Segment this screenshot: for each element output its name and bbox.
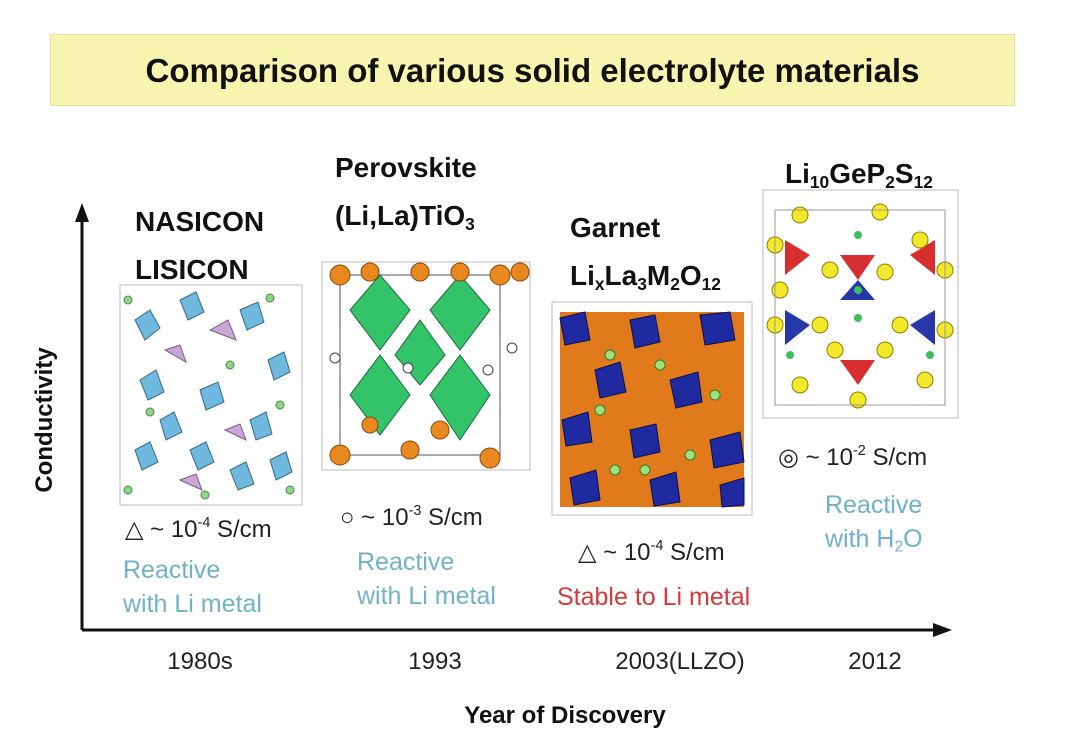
- text-segment: Li: [570, 260, 595, 291]
- text-segment: Li: [785, 158, 810, 189]
- text-segment: Reactive: [123, 556, 221, 584]
- nasicon-structure: [119, 284, 303, 506]
- conductivity: △ ~ 10-4 S/cm: [125, 515, 272, 544]
- text-segment: 12: [913, 172, 933, 193]
- text-segment: O: [679, 260, 702, 291]
- conductivity-base: ~ 10: [150, 516, 198, 544]
- year-label: 2003(LLZO): [615, 648, 745, 675]
- conductivity: ◎ ~ 10-2 S/cm: [778, 443, 927, 472]
- conductivity-symbol: ○: [340, 504, 355, 532]
- stability-note: Reactive with H2O: [825, 488, 923, 565]
- text-segment: LISICON: [135, 254, 249, 285]
- material-name: Perovskite (Li,La)TiO3: [335, 144, 477, 248]
- note-line: Stable to Li metal: [557, 580, 750, 614]
- conductivity-unit: S/cm: [670, 539, 725, 567]
- note-line: Reactive: [123, 553, 262, 587]
- conductivity-unit: S/cm: [872, 444, 928, 472]
- text-segment: S: [894, 158, 914, 189]
- text-segment: O: [903, 525, 923, 553]
- name-line: Perovskite: [335, 144, 477, 192]
- year-label: 2012: [848, 648, 902, 675]
- text-segment: 2: [894, 538, 904, 556]
- text-segment: 10: [809, 172, 830, 193]
- axes: [75, 203, 952, 637]
- conductivity-unit: S/cm: [428, 504, 483, 532]
- text-segment: 3: [637, 274, 647, 295]
- text-segment: 2: [885, 172, 895, 193]
- text-segment: Reactive: [825, 491, 923, 519]
- name-line: LISICON: [135, 246, 264, 294]
- conductivity-exponent: -3: [408, 503, 422, 519]
- name-line: Li10GeP2S12: [785, 150, 933, 206]
- y-axis-label: Conductivity: [31, 347, 58, 493]
- note-line: Reactive: [825, 488, 923, 522]
- x-axis-label: Year of Discovery: [464, 702, 666, 729]
- note-line: Reactive: [357, 545, 496, 579]
- stability-note: Reactive with Li metal: [123, 553, 262, 621]
- conductivity-unit: S/cm: [217, 516, 272, 544]
- title: Comparison of various solid electrolyte …: [145, 52, 920, 89]
- text-segment: La: [604, 260, 638, 291]
- title-banner: [50, 34, 1015, 106]
- conductivity-exponent: -4: [650, 538, 664, 554]
- text-segment: x: [594, 274, 605, 295]
- garnet-structure: [551, 301, 753, 516]
- stability-note: Reactive with Li metal: [357, 545, 496, 613]
- lgps-structure: [762, 189, 959, 419]
- text-segment: (Li,La)TiO: [335, 200, 466, 231]
- note-line: with H2O: [825, 522, 923, 565]
- material-name: NASICON LISICON: [135, 198, 264, 294]
- text-segment: Garnet: [570, 212, 661, 243]
- conductivity-symbol: △: [578, 539, 597, 567]
- stability-note: Stable to Li metal: [557, 580, 750, 614]
- text-segment: with Li metal: [357, 582, 496, 610]
- name-line: LixLa3M2O12: [570, 252, 721, 308]
- conductivity: △ ~ 10-4 S/cm: [578, 538, 725, 567]
- conductivity-exponent: -2: [853, 443, 866, 459]
- text-segment: GeP: [829, 158, 886, 189]
- perovskite-structure: [321, 261, 531, 471]
- text-segment: M: [646, 260, 671, 291]
- conductivity-base: ~ 10: [603, 539, 651, 567]
- name-line: NASICON: [135, 198, 264, 246]
- text-segment: Reactive: [357, 548, 455, 576]
- conductivity-exponent: -4: [197, 515, 211, 531]
- conductivity-base: ~ 10: [361, 504, 409, 532]
- material-name: Li10GeP2S12: [785, 150, 933, 206]
- year-label: 1980s: [167, 648, 233, 675]
- conductivity-base: ~ 10: [805, 444, 854, 472]
- name-line: (Li,La)TiO3: [335, 192, 477, 248]
- year-label: 1993: [408, 648, 462, 675]
- conductivity: ○ ~ 10-3 S/cm: [340, 503, 483, 532]
- conductivity-symbol: ◎: [778, 444, 799, 472]
- text-segment: Stable to Li metal: [557, 583, 751, 611]
- name-line: Garnet: [570, 204, 721, 252]
- text-segment: 12: [701, 274, 721, 295]
- text-segment: with H: [825, 525, 895, 553]
- note-line: with Li metal: [357, 579, 496, 613]
- text-segment: with Li metal: [123, 590, 262, 618]
- material-name: Garnet LixLa3M2O12: [570, 204, 721, 308]
- text-segment: NASICON: [135, 206, 265, 237]
- text-segment: Perovskite: [335, 152, 477, 183]
- note-line: with Li metal: [123, 587, 262, 621]
- text-segment: 3: [465, 214, 475, 235]
- text-segment: 2: [670, 274, 680, 295]
- conductivity-symbol: △: [125, 516, 144, 544]
